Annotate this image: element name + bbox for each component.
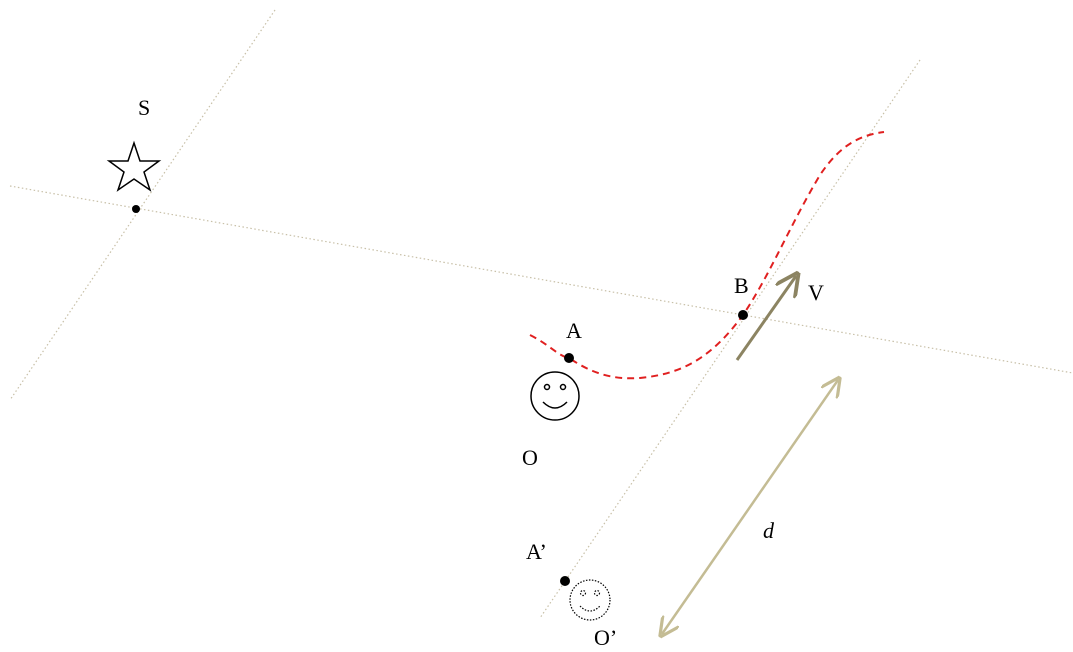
label: V [808, 280, 824, 305]
star [109, 143, 159, 190]
label: O [522, 445, 538, 470]
label: O’ [594, 625, 617, 650]
guide-line [10, 10, 275, 400]
guide-line [10, 186, 1073, 373]
point [560, 576, 570, 586]
observer-image [570, 580, 610, 620]
point [564, 353, 574, 363]
label: B [734, 273, 749, 298]
point [132, 205, 140, 213]
observer [531, 372, 579, 420]
distance-arrow [662, 380, 838, 634]
point [738, 310, 748, 320]
label: A [566, 318, 582, 343]
label: S [138, 95, 150, 120]
label: A’ [526, 539, 547, 564]
label: d [763, 518, 775, 543]
diagram: S B V A O d A’ O’ [0, 0, 1073, 652]
trajectory [530, 132, 884, 378]
